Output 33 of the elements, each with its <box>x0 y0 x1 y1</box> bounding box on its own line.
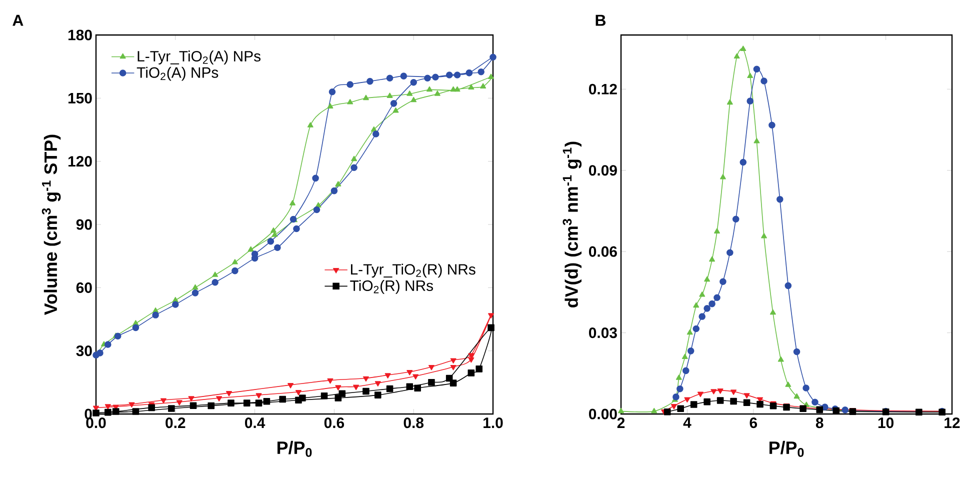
y-tick-label: 120 <box>68 156 92 167</box>
legend-label: TiO$_{2}$(A) NPs <box>136 66 218 81</box>
x-tick-label: 12 <box>944 418 960 428</box>
x-tick-label: 10 <box>878 418 894 428</box>
text: B <box>596 14 606 26</box>
legend-label: L-Tyr_TiO$_{2}$(R) NRs <box>351 264 476 278</box>
y-tick-label: 150 <box>68 92 92 104</box>
x-tick-label: 0.2 <box>166 418 186 428</box>
legend-label: L-Tyr_TiO$_{2}$(A) NPs <box>138 50 260 64</box>
x-tick-label: 0.0 <box>86 418 106 428</box>
x-tick-label: 2 <box>617 418 625 428</box>
x-tick-label: 4 <box>683 418 692 428</box>
legend-label: TiO$_{2}$(R) NRs <box>350 280 433 294</box>
y-tick-label: 30 <box>76 346 92 356</box>
y-tick-label: 180 <box>68 30 92 40</box>
text: A <box>12 14 24 26</box>
y-axis-title: dV(d) (cm$^{3}$ nm$^{-1}$ g$^{-1}$) <box>562 142 582 308</box>
x-axis-title: P/P$_{0}$ <box>278 440 312 457</box>
x-tick-label: 0.8 <box>404 418 424 428</box>
y-tick-label: 0.06 <box>588 246 617 257</box>
x-tick-label: 6 <box>750 418 758 428</box>
x-tick-label: 0.4 <box>245 418 266 428</box>
x-axis-title: P/P$_{0}$ <box>770 440 804 457</box>
y-axis-title: Volume (cm$^{3}$ g$^{-1}$ STP) <box>42 134 61 315</box>
y-tick-label: 90 <box>76 219 92 230</box>
x-tick-label: 0.6 <box>324 418 344 428</box>
y-tick-label: 0.12 <box>588 84 617 94</box>
y-tick-label: 0.03 <box>588 327 617 338</box>
y-tick-label: 0.09 <box>588 165 617 176</box>
y-tick-label: 60 <box>76 282 92 293</box>
y-tick-label: 0.00 <box>588 408 617 420</box>
x-tick-label: 1.0 <box>484 418 503 428</box>
x-tick-label: 8 <box>816 418 824 428</box>
